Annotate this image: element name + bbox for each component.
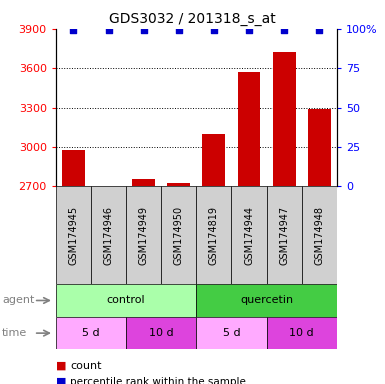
Bar [167, 183, 190, 186]
FancyBboxPatch shape [302, 186, 337, 284]
Text: quercetin: quercetin [240, 295, 293, 306]
Text: 10 d: 10 d [290, 328, 314, 338]
FancyBboxPatch shape [126, 317, 196, 349]
Text: 10 d: 10 d [149, 328, 174, 338]
FancyBboxPatch shape [196, 284, 337, 317]
Text: GSM174945: GSM174945 [69, 206, 79, 265]
Text: control: control [107, 295, 146, 306]
Bar [62, 149, 85, 186]
Bar [203, 134, 225, 186]
Bar [238, 72, 261, 186]
Point [246, 27, 252, 33]
Point [316, 27, 322, 33]
Text: 5 d: 5 d [223, 328, 240, 338]
FancyBboxPatch shape [196, 186, 231, 284]
FancyBboxPatch shape [266, 317, 337, 349]
FancyBboxPatch shape [161, 186, 196, 284]
Text: GSM174949: GSM174949 [139, 206, 149, 265]
Point [70, 27, 77, 33]
FancyBboxPatch shape [231, 186, 266, 284]
Text: ■: ■ [56, 361, 66, 371]
FancyBboxPatch shape [266, 186, 302, 284]
Text: count: count [70, 361, 102, 371]
FancyBboxPatch shape [56, 284, 196, 317]
Bar [308, 109, 331, 186]
Point [105, 27, 112, 33]
Text: GSM174946: GSM174946 [104, 206, 114, 265]
Point [211, 27, 217, 33]
Text: 5 d: 5 d [82, 328, 100, 338]
Point [281, 27, 287, 33]
Text: GDS3032 / 201318_s_at: GDS3032 / 201318_s_at [109, 12, 276, 25]
FancyBboxPatch shape [91, 186, 126, 284]
Bar [132, 179, 155, 186]
FancyBboxPatch shape [56, 186, 91, 284]
Bar [273, 52, 296, 186]
Text: GSM174947: GSM174947 [279, 206, 289, 265]
Text: agent: agent [2, 295, 34, 306]
FancyBboxPatch shape [126, 186, 161, 284]
Point [176, 27, 182, 33]
FancyBboxPatch shape [56, 317, 126, 349]
Text: GSM174948: GSM174948 [314, 206, 324, 265]
Point [141, 27, 147, 33]
Text: ■: ■ [56, 377, 66, 384]
FancyBboxPatch shape [196, 317, 266, 349]
Text: GSM174944: GSM174944 [244, 206, 254, 265]
Text: GSM174950: GSM174950 [174, 206, 184, 265]
Text: percentile rank within the sample: percentile rank within the sample [70, 377, 246, 384]
Text: time: time [2, 328, 27, 338]
Text: GSM174819: GSM174819 [209, 206, 219, 265]
